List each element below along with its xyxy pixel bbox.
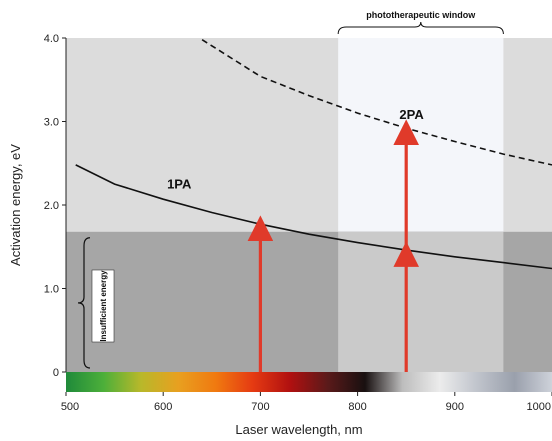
- series-label-1pa: 1PA: [167, 176, 192, 191]
- series-line-2pa: [201, 39, 552, 166]
- spectrum-bar: [66, 372, 552, 392]
- insufficient-energy-brace: [77, 237, 91, 369]
- window-upper-shade: [338, 38, 504, 232]
- y-tick-label: 0: [53, 367, 59, 379]
- window-lower-shade: [338, 231, 504, 372]
- y-tick-label: 4.0: [44, 33, 59, 45]
- insufficient-energy-box: [91, 269, 115, 343]
- window-label: phototherapeutic window: [366, 10, 476, 20]
- window-brace: [337, 21, 504, 35]
- x-tick-label: 800: [348, 401, 366, 413]
- y-tick-label: 2.0: [44, 200, 59, 212]
- y-tick-label: 3.0: [44, 117, 59, 129]
- series-label-2pa: 2PA: [399, 107, 424, 122]
- x-tick-label: 1000: [527, 401, 551, 413]
- x-tick-label: 500: [61, 401, 79, 413]
- y-axis-title: Activation energy, eV: [8, 144, 23, 266]
- x-tick-label: 600: [154, 401, 172, 413]
- x-axis-title: Laser wavelength, nm: [235, 422, 362, 437]
- y-tick-label: 1.0: [44, 284, 59, 296]
- series-line-1pa: [75, 164, 552, 270]
- insufficient-energy-label: Insufficient energy: [99, 270, 108, 342]
- x-tick-label: 700: [251, 401, 269, 413]
- x-tick-label: 900: [446, 401, 464, 413]
